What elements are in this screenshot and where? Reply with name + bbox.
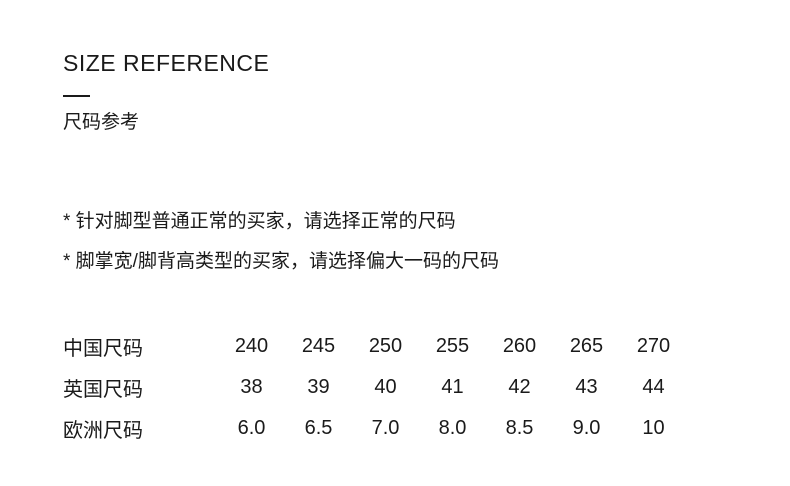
size-value: 8.5 [505,417,534,439]
size-table-row-china: 中国尺码 240 245 250 255 260 265 270 [63,326,790,367]
size-value: 41 [441,376,464,398]
row-label-eu-size: 欧洲尺码 [63,420,143,442]
size-value: 39 [307,376,330,398]
size-value: 6.0 [237,417,266,439]
size-note-wide-foot: * 脚掌宽/脚背高类型的买家，请选择偏大一码的尺码 [63,251,499,272]
size-value: 8.0 [438,417,467,439]
row-label-uk-size: 英国尺码 [63,379,143,401]
size-value: 44 [642,376,665,398]
size-value: 245 [301,335,336,357]
size-value: 40 [374,376,397,398]
size-reference-section: SIZE REFERENCE 尺码参考 * 针对脚型普通正常的买家，请选择正常的… [63,50,790,449]
size-value: 9.0 [572,417,601,439]
size-table-row-uk: 英国尺码 38 39 40 41 42 43 44 [63,367,790,408]
size-value: 7.0 [371,417,400,439]
size-value: 260 [502,335,537,357]
size-value: 38 [240,376,263,398]
size-notes: * 针对脚型普通正常的买家，请选择正常的尺码 * 脚掌宽/脚背高类型的买家，请选… [63,202,790,282]
size-value: 43 [575,376,598,398]
section-title-en: SIZE REFERENCE [63,50,270,76]
size-value: 255 [435,335,470,357]
size-table: 中国尺码 240 245 250 255 260 265 270 英国尺码 38… [63,326,790,449]
title-divider-line [63,95,90,97]
size-table-row-eu: 欧洲尺码 6.0 6.5 7.0 8.0 8.5 9.0 10 [63,408,790,449]
size-note-normal-foot: * 针对脚型普通正常的买家，请选择正常的尺码 [63,211,456,232]
row-label-china-size: 中国尺码 [63,338,143,360]
size-value: 265 [569,335,604,357]
size-value: 42 [508,376,531,398]
size-value: 240 [234,335,269,357]
size-value: 6.5 [304,417,333,439]
size-value: 250 [368,335,403,357]
section-title-zh: 尺码参考 [63,112,140,133]
size-value: 10 [642,417,665,439]
size-value: 270 [636,335,671,357]
